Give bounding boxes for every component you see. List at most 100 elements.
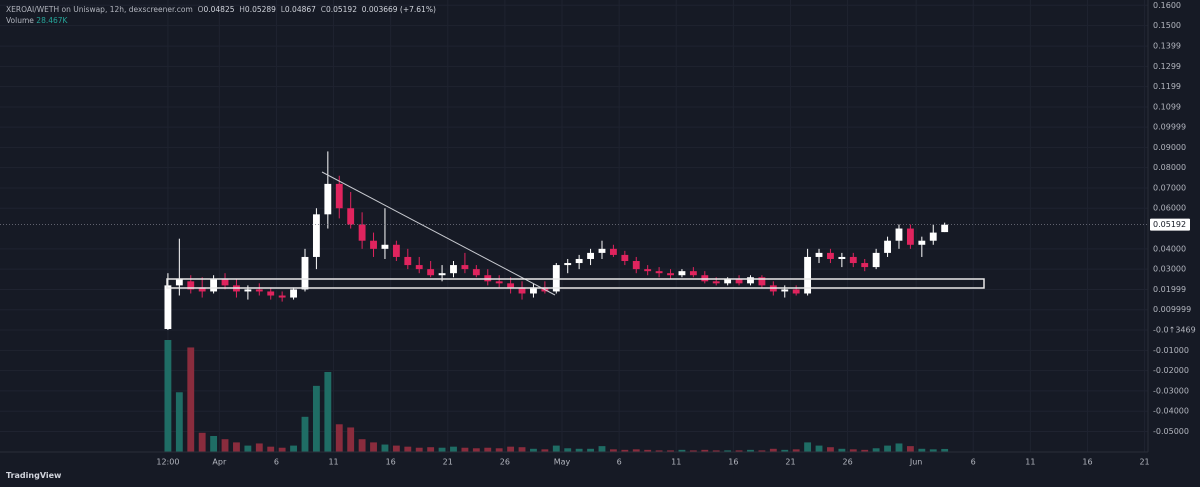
volume-bar [324,372,332,452]
candle-body [427,269,435,276]
change: 0.003669 (+7.61%) [361,5,436,14]
volume-bar [221,439,229,452]
candle-body [884,240,891,253]
x-tick-label: 26 [500,458,510,467]
candle-body [632,261,640,270]
candle-body [861,263,869,268]
volume-bar [267,446,275,452]
candle-body [735,279,743,284]
candle-body [712,281,720,284]
volume-bar [918,448,926,452]
candle-body [324,183,332,215]
candle-body [655,271,663,274]
candle-body [312,214,320,257]
volume-bar [392,445,400,452]
x-tick-label: 16 [1082,458,1092,467]
candle-body [392,244,400,257]
price-label: 0.05192 [1153,220,1186,229]
candle-body [838,256,846,259]
volume-bar [175,392,183,452]
candle-body [221,279,229,286]
candle-body [530,287,537,294]
x-tick-label: 6 [971,458,976,467]
volume-bar [541,449,549,452]
y-tick-label: 0.04000 [1153,244,1186,253]
volume-bar [621,449,629,452]
volume-bar [609,449,617,452]
candle-body [518,287,526,294]
volume-bar [735,450,743,452]
candle-body [404,256,412,266]
volume-label: Volume [6,16,34,25]
volume-bar [564,448,572,452]
volume-bar [598,446,606,452]
legend: XEROAI/WETH on Uniswap, 12h, dexscreener… [6,4,436,26]
candle-body [495,281,503,284]
candle-body [575,258,583,264]
x-tick-label: Apr [212,458,227,467]
y-tick-label: -0.04000 [1153,407,1189,416]
candle-body [347,208,355,225]
volume-bar [872,448,880,452]
support-zone [166,278,985,289]
candle-body [450,265,457,274]
x-tick-label: 6 [617,458,622,467]
volume-bar [233,442,240,452]
volume-bar [164,340,172,452]
volume-bar [381,444,389,452]
candle-body [918,240,926,245]
candle-body [872,252,880,268]
volume-bar [301,416,309,452]
volume-bar [895,443,903,452]
candle-body [415,265,423,270]
volume-bar [747,449,754,452]
candle-body [358,224,366,241]
candle-body [598,248,606,253]
volume-bar [815,445,823,452]
volume-bar [347,427,355,452]
candle-body [667,273,674,276]
candle-body [290,289,297,298]
volume-bar [358,439,366,452]
axes: 0.1600 0.1500 0.1399 0.1299 0.1199 0.1099 0.09… [0,1,1196,467]
y-tick-label: 0.1500 [1153,21,1181,30]
candle-body [941,224,949,233]
volume-bar [861,449,869,452]
volume-bar [689,450,697,452]
volume-bar [484,447,492,452]
volume-bar [849,449,857,452]
volume-bar [198,432,206,452]
x-tick-label: Jun [909,458,923,467]
candle-body [255,289,263,292]
volume-legend: Volume 28.467K [6,15,436,26]
candle-body [210,279,218,292]
volume-bar [530,448,537,452]
volume-bar [678,449,686,452]
candle-body [895,228,903,241]
volume-bar [827,447,834,452]
volume-bar [655,450,663,452]
volume-bar [941,448,949,452]
candle-body [678,271,686,276]
candle-body [564,263,572,266]
y-tick-label: 0.09000 [1153,143,1186,152]
ohlc-value: 0.04825 [203,5,235,14]
y-tick-label: -0.02000 [1153,366,1189,375]
x-tick-label: 16 [728,458,738,467]
volume-value: 28.467K [36,16,68,25]
volume-bar [701,449,709,452]
volume-bar [781,449,789,452]
candle-body [609,248,617,255]
grid [0,0,1148,452]
y-tick-label: 0.1199 [1153,82,1181,91]
candle-body [906,228,914,245]
x-tick-label: 21 [1139,458,1149,467]
volume-bar [495,448,503,452]
candle-body [827,252,834,259]
y-tick-label: -0.01000 [1153,346,1189,355]
y-tick-label: 0.1399 [1153,42,1181,51]
y-tick-label: 0.01999 [1153,285,1186,294]
candle-body [187,281,195,290]
